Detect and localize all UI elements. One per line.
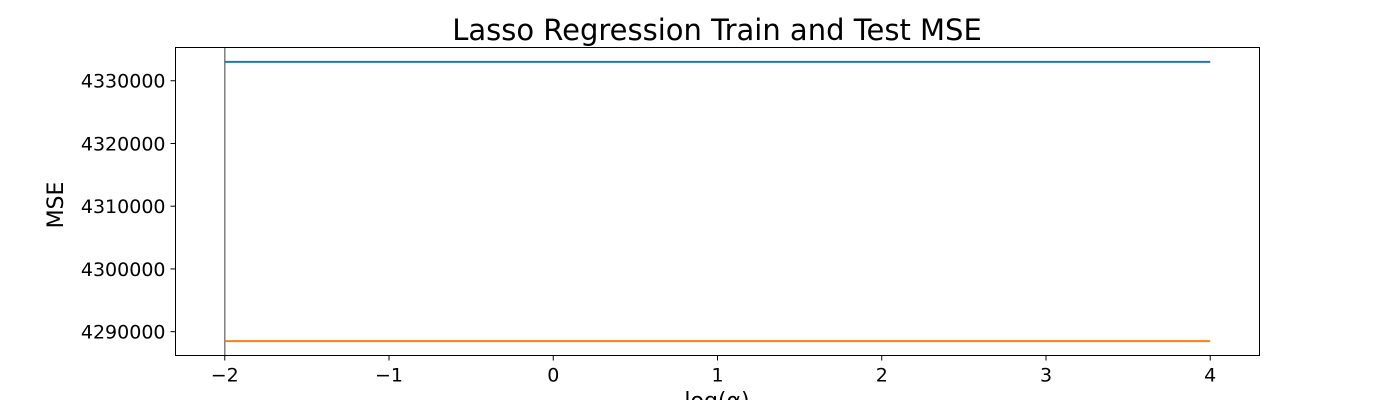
chart-title: Lasso Regression Train and Test MSE [452, 13, 982, 47]
x-tick-label-4: 2 [876, 365, 888, 387]
y-tick-label-3: 4320000 [81, 133, 166, 155]
y-tick-label-0: 4290000 [81, 322, 166, 344]
x-tick-label-6: 4 [1204, 365, 1216, 387]
y-tick-label-1: 4300000 [81, 259, 166, 281]
y-axis-label: MSE [44, 182, 69, 229]
x-tick-label-5: 3 [1040, 365, 1052, 387]
y-tick-label-2: 4310000 [81, 196, 166, 218]
x-tick-label-2: 0 [547, 365, 559, 387]
x-tick-label-1: −1 [375, 365, 403, 387]
plot-layer [224, 47, 1211, 356]
plot-frame [175, 47, 1260, 356]
tick-layer: −2 −1 0 1 2 3 4 4290000 4300000 4310000 4320000 433… [81, 71, 1216, 387]
y-tick-label-4: 4330000 [81, 71, 166, 93]
x-axis-label: log(α) [684, 389, 749, 400]
x-tick-label-3: 1 [711, 365, 723, 387]
x-tick-label-0: −2 [211, 365, 239, 387]
